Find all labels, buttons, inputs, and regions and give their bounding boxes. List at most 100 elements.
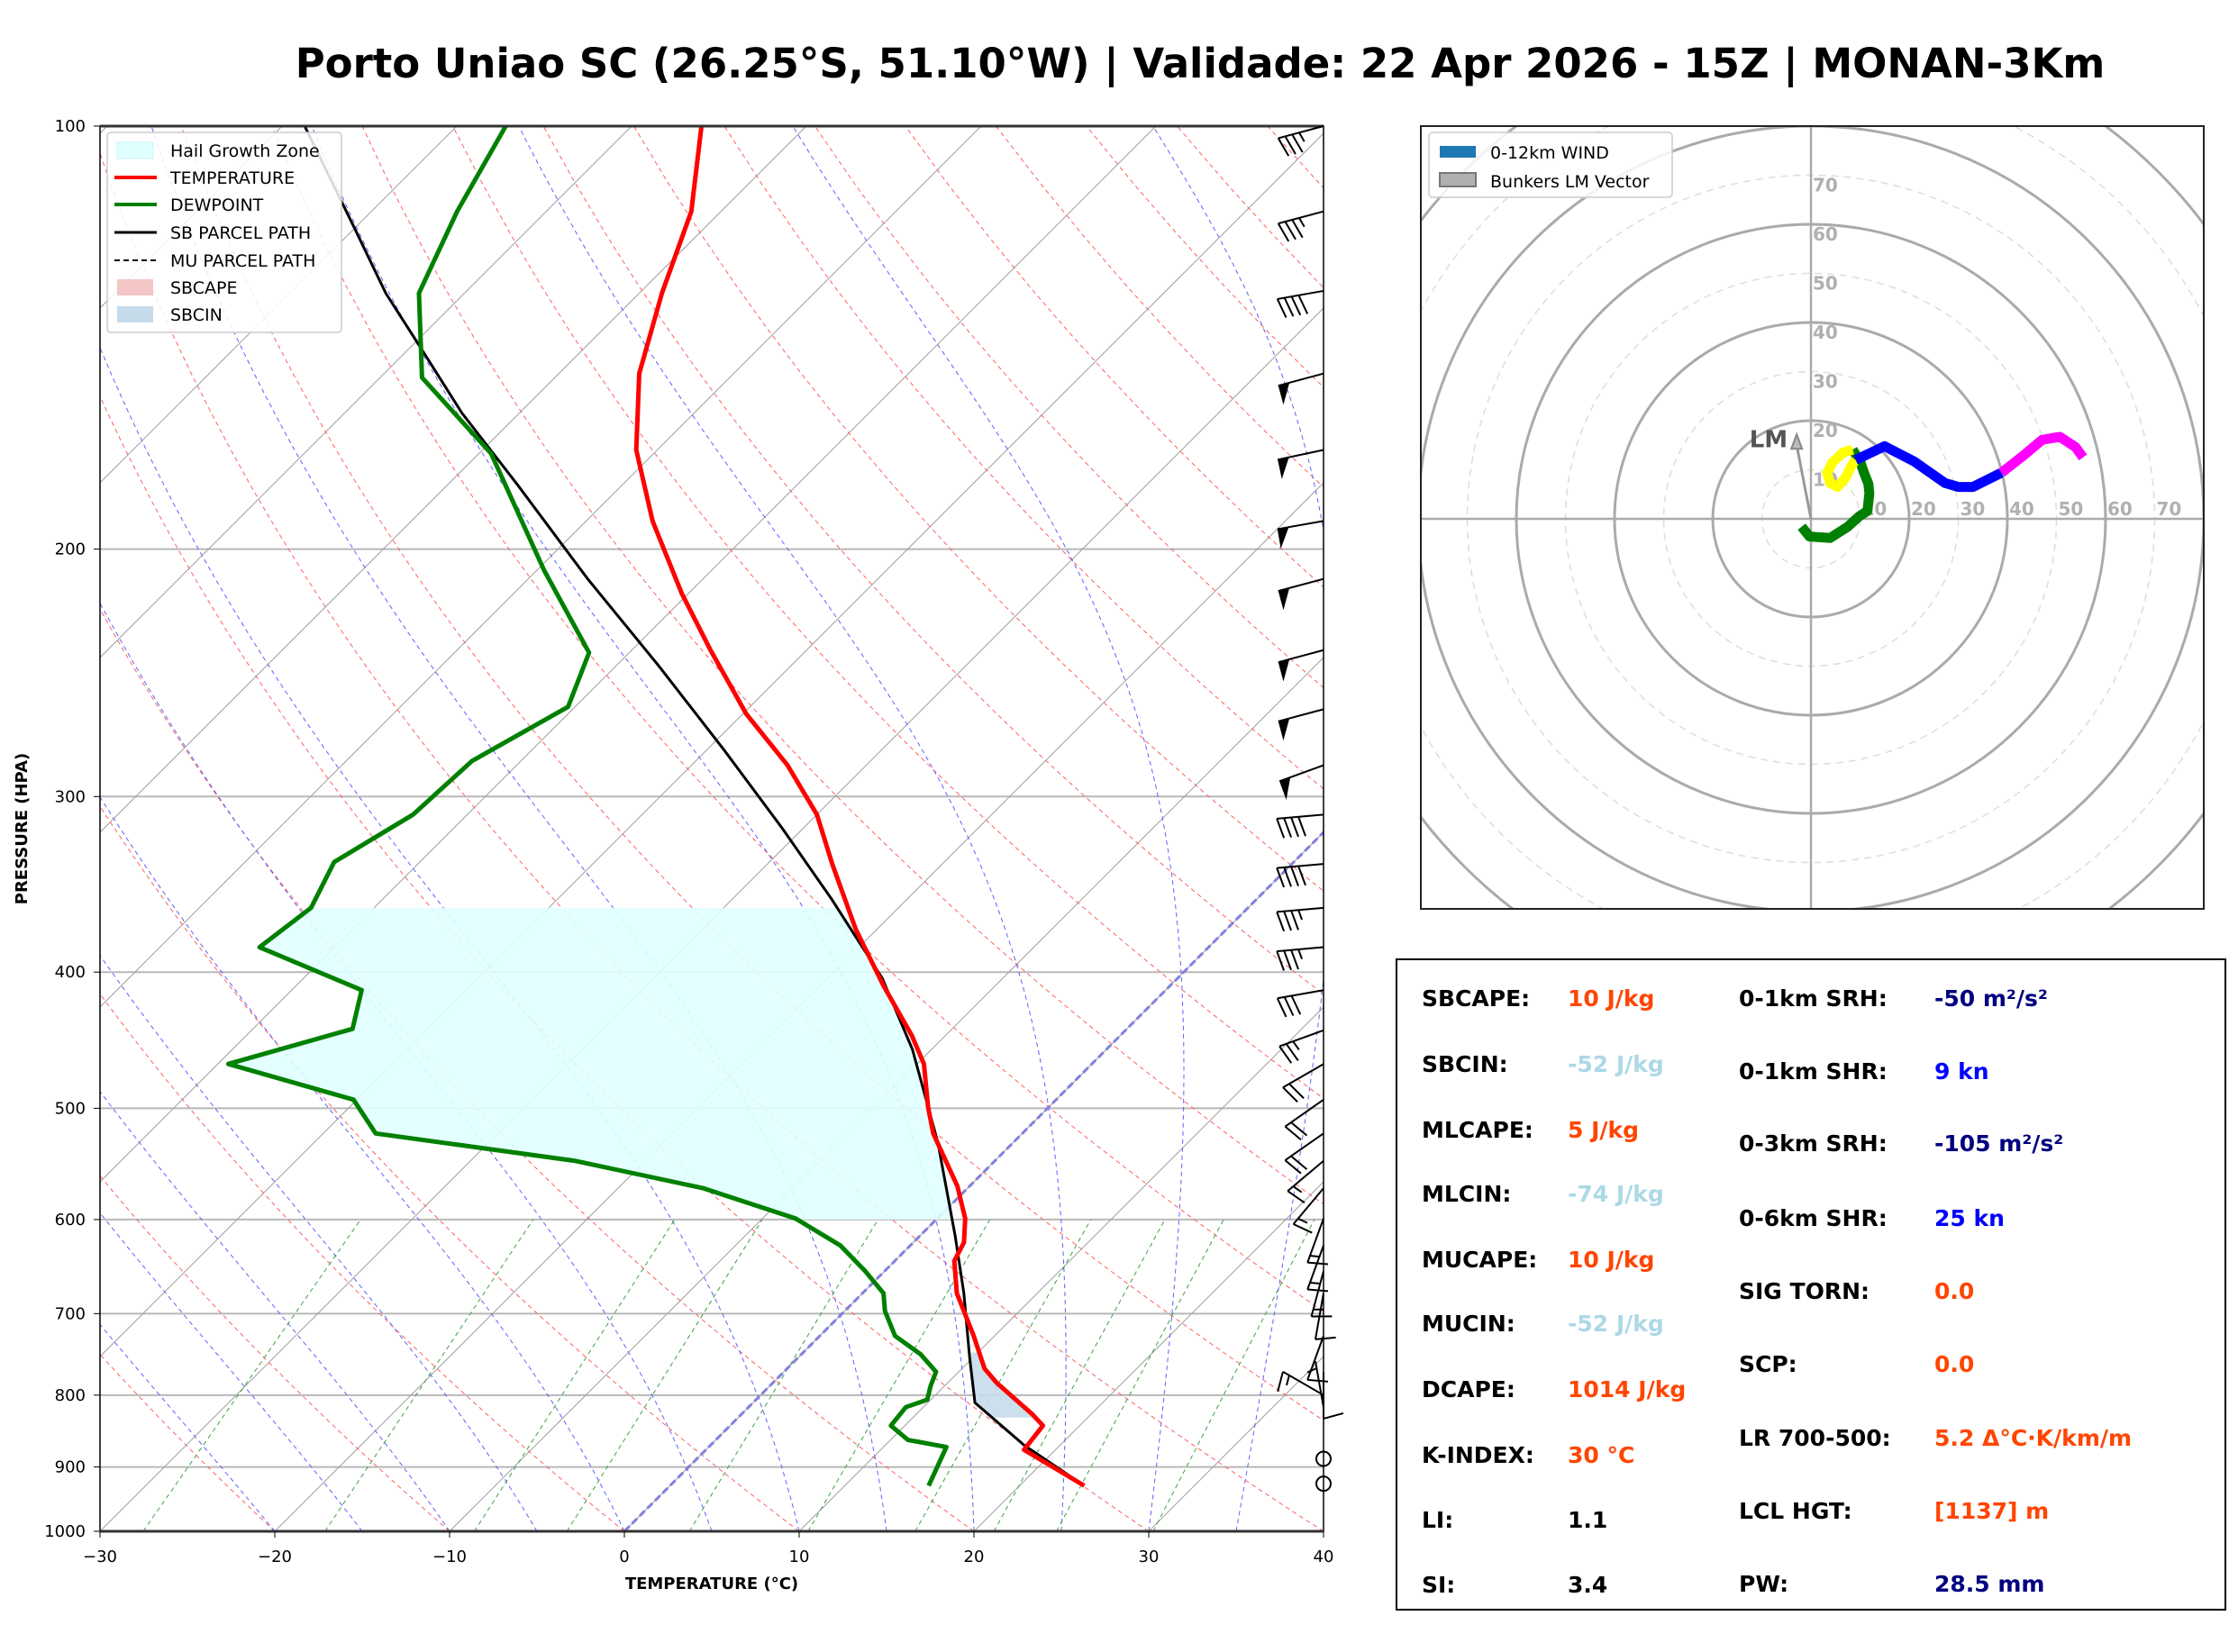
- stat-label: LI:: [1422, 1507, 1453, 1533]
- dry-adiabat: [0, 126, 624, 1531]
- legend-swatch-sbcin: [117, 306, 153, 322]
- hodograph-legend: 0-12km WIND Bunkers LM Vector: [1429, 132, 1672, 197]
- hodograph-segment: [2001, 437, 2082, 473]
- stat-label: MLCAPE:: [1422, 1117, 1533, 1143]
- moist-adiabat: [1153, 126, 1340, 1531]
- stat-value: 1014 J/kg: [1568, 1376, 1686, 1402]
- isotherm: [0, 126, 282, 1531]
- moist-adiabat: [0, 126, 712, 1531]
- legend-label: SBCIN: [170, 305, 223, 325]
- wind-barb: [1294, 1188, 1324, 1232]
- wind-barb: [1277, 864, 1324, 887]
- mixing-ratio-line: [915, 1220, 1091, 1531]
- hodograph-ring-label: 50: [1813, 273, 1838, 295]
- hodograph-ring-label: 40: [2009, 498, 2034, 520]
- mixing-ratio-line: [689, 1220, 878, 1531]
- x-tick-label: 30: [1139, 1548, 1160, 1566]
- stat-value: -105 m²/s²: [1934, 1130, 2063, 1157]
- wind-barb: [1277, 814, 1324, 838]
- y-tick-label: 400: [55, 963, 86, 982]
- stat-value: 0.0: [1934, 1278, 1974, 1304]
- legend-label: TEMPERATURE: [169, 168, 295, 188]
- legend-swatch-lm: [1440, 173, 1476, 186]
- stat-label: SIG TORN:: [1739, 1278, 1870, 1304]
- legend-label: 0-12km WIND: [1490, 143, 1609, 163]
- stat-value: 5 J/kg: [1568, 1117, 1639, 1143]
- stat-value: 1.1: [1568, 1507, 1607, 1533]
- moist-adiabat: [519, 126, 1066, 1531]
- legend-label: DEWPOINT: [170, 195, 264, 215]
- stat-value: 30 °C: [1568, 1442, 1634, 1468]
- hodograph-ring-label: 30: [1961, 498, 1986, 520]
- x-tick-label: −20: [258, 1548, 292, 1566]
- stat-label: MLCIN:: [1422, 1181, 1511, 1207]
- stat-value: 3.4: [1568, 1572, 1607, 1598]
- stat-value: 25 kn: [1934, 1205, 2005, 1231]
- x-tick-label: 10: [789, 1548, 810, 1566]
- isotherm: [0, 126, 632, 1531]
- y-tick-label: 1000: [44, 1522, 86, 1541]
- dry-adiabat: [181, 126, 1498, 1531]
- legend-label: Bunkers LM Vector: [1490, 172, 1650, 192]
- moist-adiabat: [0, 126, 624, 1531]
- skew-t-frame: [100, 126, 1324, 1531]
- wind-barb: [1278, 521, 1324, 549]
- y-tick-label: 600: [55, 1211, 86, 1230]
- stat-label: K-INDEX:: [1422, 1442, 1534, 1468]
- hodograph-ring-label: 60: [1813, 223, 1838, 245]
- figure-title: Porto Uniao SC (26.25°S, 51.10°W) | Vali…: [296, 40, 2106, 87]
- y-tick-label: 700: [55, 1304, 86, 1323]
- y-tick-label: 500: [55, 1099, 86, 1118]
- hodograph-ring-label: 40: [1813, 322, 1838, 343]
- dry-adiabat: [0, 126, 974, 1531]
- wind-barb: [1278, 374, 1324, 405]
- isotherm: [0, 126, 806, 1531]
- stat-value: -52 J/kg: [1568, 1311, 1664, 1337]
- dry-adiabat: [91, 126, 1324, 1531]
- stat-label: SI:: [1422, 1572, 1455, 1598]
- legend-label: SBCAPE: [170, 278, 238, 298]
- legend-swatch-sbcape: [117, 279, 153, 295]
- moist-adiabat: [23, 126, 799, 1531]
- moist-adiabat: [151, 126, 887, 1531]
- temperature-line: [636, 126, 1084, 1485]
- bunkers-lm-vector: [1797, 445, 1811, 519]
- wind-barb: [1283, 1064, 1324, 1102]
- mixing-ratio-line: [567, 1220, 762, 1531]
- isotherm: [0, 126, 1331, 1531]
- wind-barb: [1277, 948, 1324, 971]
- wind-barb: [1307, 1361, 1324, 1407]
- stat-label: 0-1km SHR:: [1739, 1058, 1888, 1085]
- hodograph-trace: LM: [1750, 426, 2083, 538]
- wind-barb: [1278, 990, 1324, 1017]
- x-tick-label: 20: [964, 1548, 985, 1566]
- x-tick-label: 40: [1314, 1548, 1334, 1566]
- wind-barb: [1278, 212, 1324, 241]
- skew-t-legend: Hail Growth Zone TEMPERATURE DEWPOINT SB…: [107, 132, 341, 332]
- stat-value: 28.5 mm: [1934, 1571, 2045, 1597]
- mixing-ratio-line: [325, 1220, 533, 1531]
- dry-adiabat: [0, 126, 1149, 1531]
- x-tick-label: 0: [619, 1548, 629, 1566]
- stat-value: -74 J/kg: [1568, 1181, 1664, 1207]
- x-tick-label: −10: [432, 1548, 467, 1566]
- moist-adiabat: [793, 126, 1184, 1531]
- wind-barb: [1278, 126, 1324, 156]
- stat-value: [1137] m: [1934, 1498, 2049, 1524]
- legend-swatch-hgz: [117, 142, 153, 159]
- y-tick-label: 200: [55, 540, 86, 559]
- dry-adiabat: [0, 126, 799, 1531]
- wind-barb: [1278, 1372, 1324, 1395]
- wind-barb: [1278, 291, 1324, 318]
- hodograph-ring-label: 70: [2157, 498, 2182, 520]
- y-axis-label: PRESSURE (HPA): [13, 753, 32, 905]
- hodograph-segment: [1856, 446, 2002, 486]
- lm-arrowhead-icon: [1791, 434, 1802, 449]
- stat-label: MUCAPE:: [1422, 1247, 1537, 1273]
- stat-label: 0-6km SHR:: [1739, 1205, 1888, 1231]
- wind-barb: [1312, 1271, 1333, 1316]
- legend-label: SB PARCEL PATH: [170, 223, 311, 243]
- moist-adiabat: [0, 126, 275, 1531]
